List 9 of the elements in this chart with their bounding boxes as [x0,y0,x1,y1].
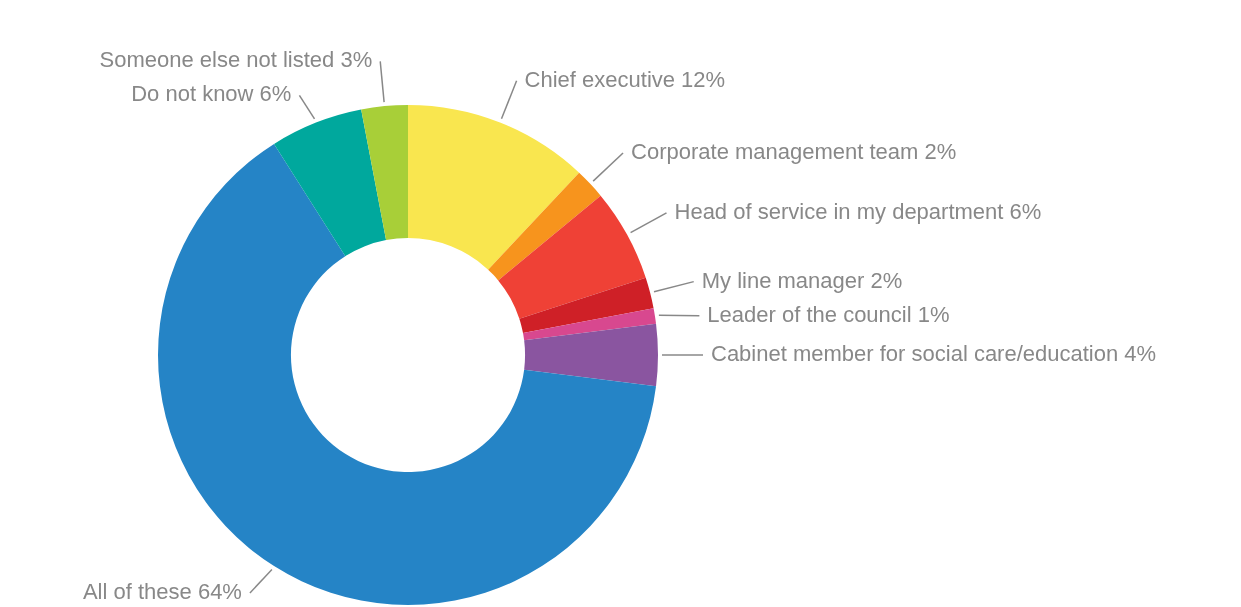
slice-label: Do not know 6% [131,81,292,107]
slice-label: Corporate management team 2% [631,139,957,165]
slice-label: My line manager 2% [701,267,903,293]
slice-label: All of these 64% [82,579,242,605]
slice-label: Head of service in my department 6% [674,198,1042,224]
slice-label: Someone else not listed 3% [99,47,373,73]
slice-label: Cabinet member for social care/education 4% [711,341,1157,367]
slice-label: Chief executive 12% [524,66,726,92]
slice-label: Leader of the council 1% [707,301,950,327]
